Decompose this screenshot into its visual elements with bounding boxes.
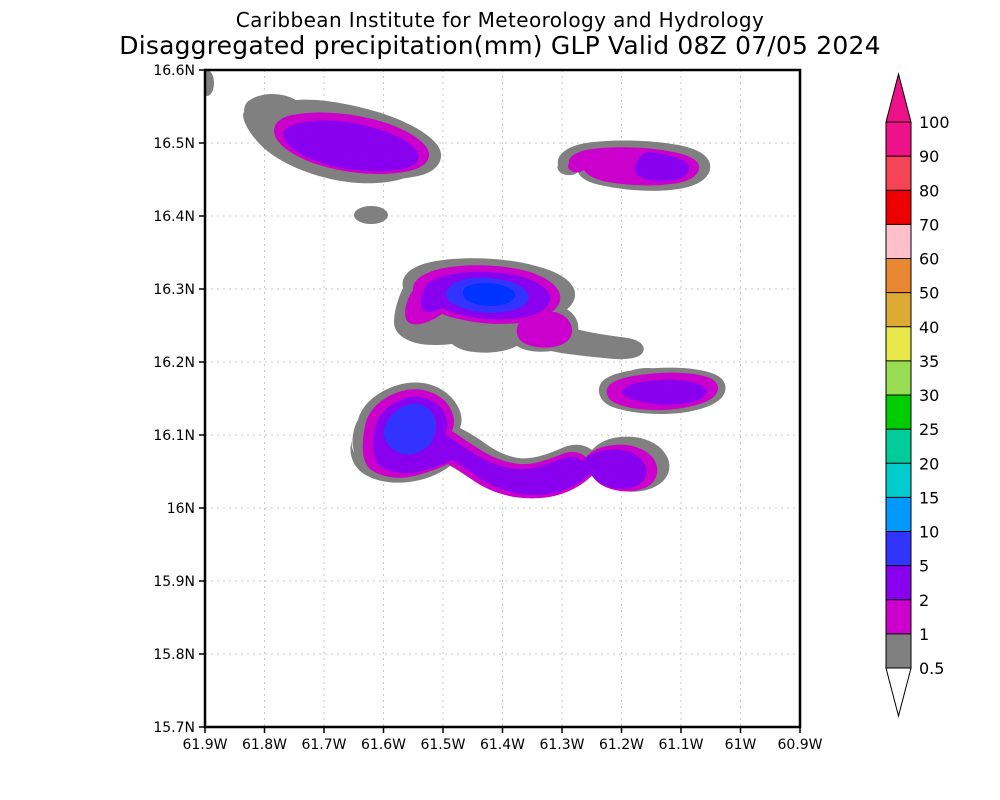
colorbar-swatch[interactable] — [885, 189, 912, 226]
colorbar-label: 50 — [919, 284, 939, 303]
y-tick-label: 16.3N — [153, 282, 195, 298]
x-tick-label: 61.5W — [420, 737, 465, 753]
x-tick-label: 61.9W — [182, 737, 227, 753]
colorbar-swatch[interactable] — [885, 292, 912, 328]
y-tick-label: 16.4N — [153, 209, 195, 225]
colorbar-label: 5 — [919, 557, 929, 576]
contour-north-speck — [205, 70, 214, 96]
y-tick-label: 16.6N — [153, 63, 195, 79]
colorbar-swatch[interactable] — [885, 531, 912, 567]
contour-south-cell — [350, 382, 670, 499]
colorbar-over-arrow — [885, 72, 912, 123]
precipitation-contours — [205, 70, 726, 499]
colorbar-label: 90 — [919, 147, 939, 166]
colorbar-label: 2 — [919, 591, 929, 610]
colorbar-label: 80 — [919, 181, 939, 200]
y-tick-label: 16.5N — [153, 136, 195, 152]
x-tick-label: 61.3W — [539, 737, 584, 753]
y-axis-labels: 15.7N 15.8N 15.9N 16N 16.1N 16.2N 16.3N 16.4N 16… — [153, 63, 195, 736]
colorbar-label: 10 — [919, 523, 939, 542]
contour-central-cell — [394, 258, 644, 360]
colorbar-label: 1 — [919, 625, 929, 644]
colorbar-swatch[interactable] — [885, 326, 912, 362]
colorbar-swatch[interactable] — [885, 360, 912, 396]
x-tick-label: 61.1W — [658, 737, 703, 753]
colorbar-label: 35 — [919, 352, 939, 371]
y-tick-label: 15.8N — [153, 647, 195, 663]
colorbar-swatch[interactable] — [885, 428, 912, 465]
colorbar-swatch[interactable] — [885, 599, 912, 635]
y-tick-label: 16.1N — [153, 428, 195, 444]
colorbar-label: 30 — [919, 386, 939, 405]
colorbar-label: 70 — [919, 215, 939, 234]
contour-northwest-cell — [243, 94, 442, 184]
y-tick-label: 15.9N — [153, 574, 195, 590]
colorbar-label: 40 — [919, 318, 939, 337]
colorbar-under-arrow — [885, 667, 912, 718]
x-tick-label: 61W — [725, 737, 757, 753]
y-tick-label: 16.2N — [153, 355, 195, 371]
y-tick-label: 15.7N — [153, 720, 195, 736]
colorbar-swatch[interactable] — [885, 258, 912, 294]
y-tick-label: 16N — [167, 501, 195, 517]
colorbar-swatch[interactable] — [885, 633, 912, 669]
colorbar-label: 25 — [919, 420, 939, 439]
x-tick-label: 60.9W — [777, 737, 822, 753]
colorbar-swatch[interactable] — [885, 121, 912, 158]
colorbar-legend[interactable] — [885, 72, 912, 718]
x-tick-label: 61.7W — [301, 737, 346, 753]
colorbar-label: 20 — [919, 454, 939, 473]
page-title: Disaggregated precipitation(mm) GLP Vali… — [119, 31, 881, 60]
contour-northeast-cell — [557, 140, 711, 191]
colorbar-swatch[interactable] — [885, 394, 912, 431]
colorbar-label: 60 — [919, 250, 939, 269]
colorbar-swatch[interactable] — [885, 565, 912, 601]
x-tick-label: 61.8W — [242, 737, 287, 753]
axis-ticks — [199, 69, 801, 733]
colorbar-swatch[interactable] — [885, 496, 912, 533]
institute-subtitle: Caribbean Institute for Meteorology and … — [235, 8, 765, 32]
colorbar-label: 100 — [919, 113, 950, 132]
colorbar-swatch[interactable] — [885, 462, 912, 499]
x-tick-label: 61.2W — [599, 737, 644, 753]
x-axis-labels: 61.9W 61.8W 61.7W 61.6W 61.5W 61.4W 61.3W 61.2W… — [182, 737, 822, 753]
contour-east-cell — [598, 367, 726, 415]
contour-speck-16p4 — [354, 206, 388, 224]
colorbar-label: 0.5 — [919, 659, 944, 678]
colorbar-swatch[interactable] — [885, 223, 912, 260]
x-tick-label: 61.6W — [361, 737, 406, 753]
colorbar-swatch[interactable] — [885, 155, 912, 192]
colorbar-label: 15 — [919, 488, 939, 507]
colorbar-tick-labels: 100 90 80 70 60 50 40 35 30 25 20 15 10 5 2 1 0.5 — [919, 113, 950, 678]
x-tick-label: 61.4W — [480, 737, 525, 753]
